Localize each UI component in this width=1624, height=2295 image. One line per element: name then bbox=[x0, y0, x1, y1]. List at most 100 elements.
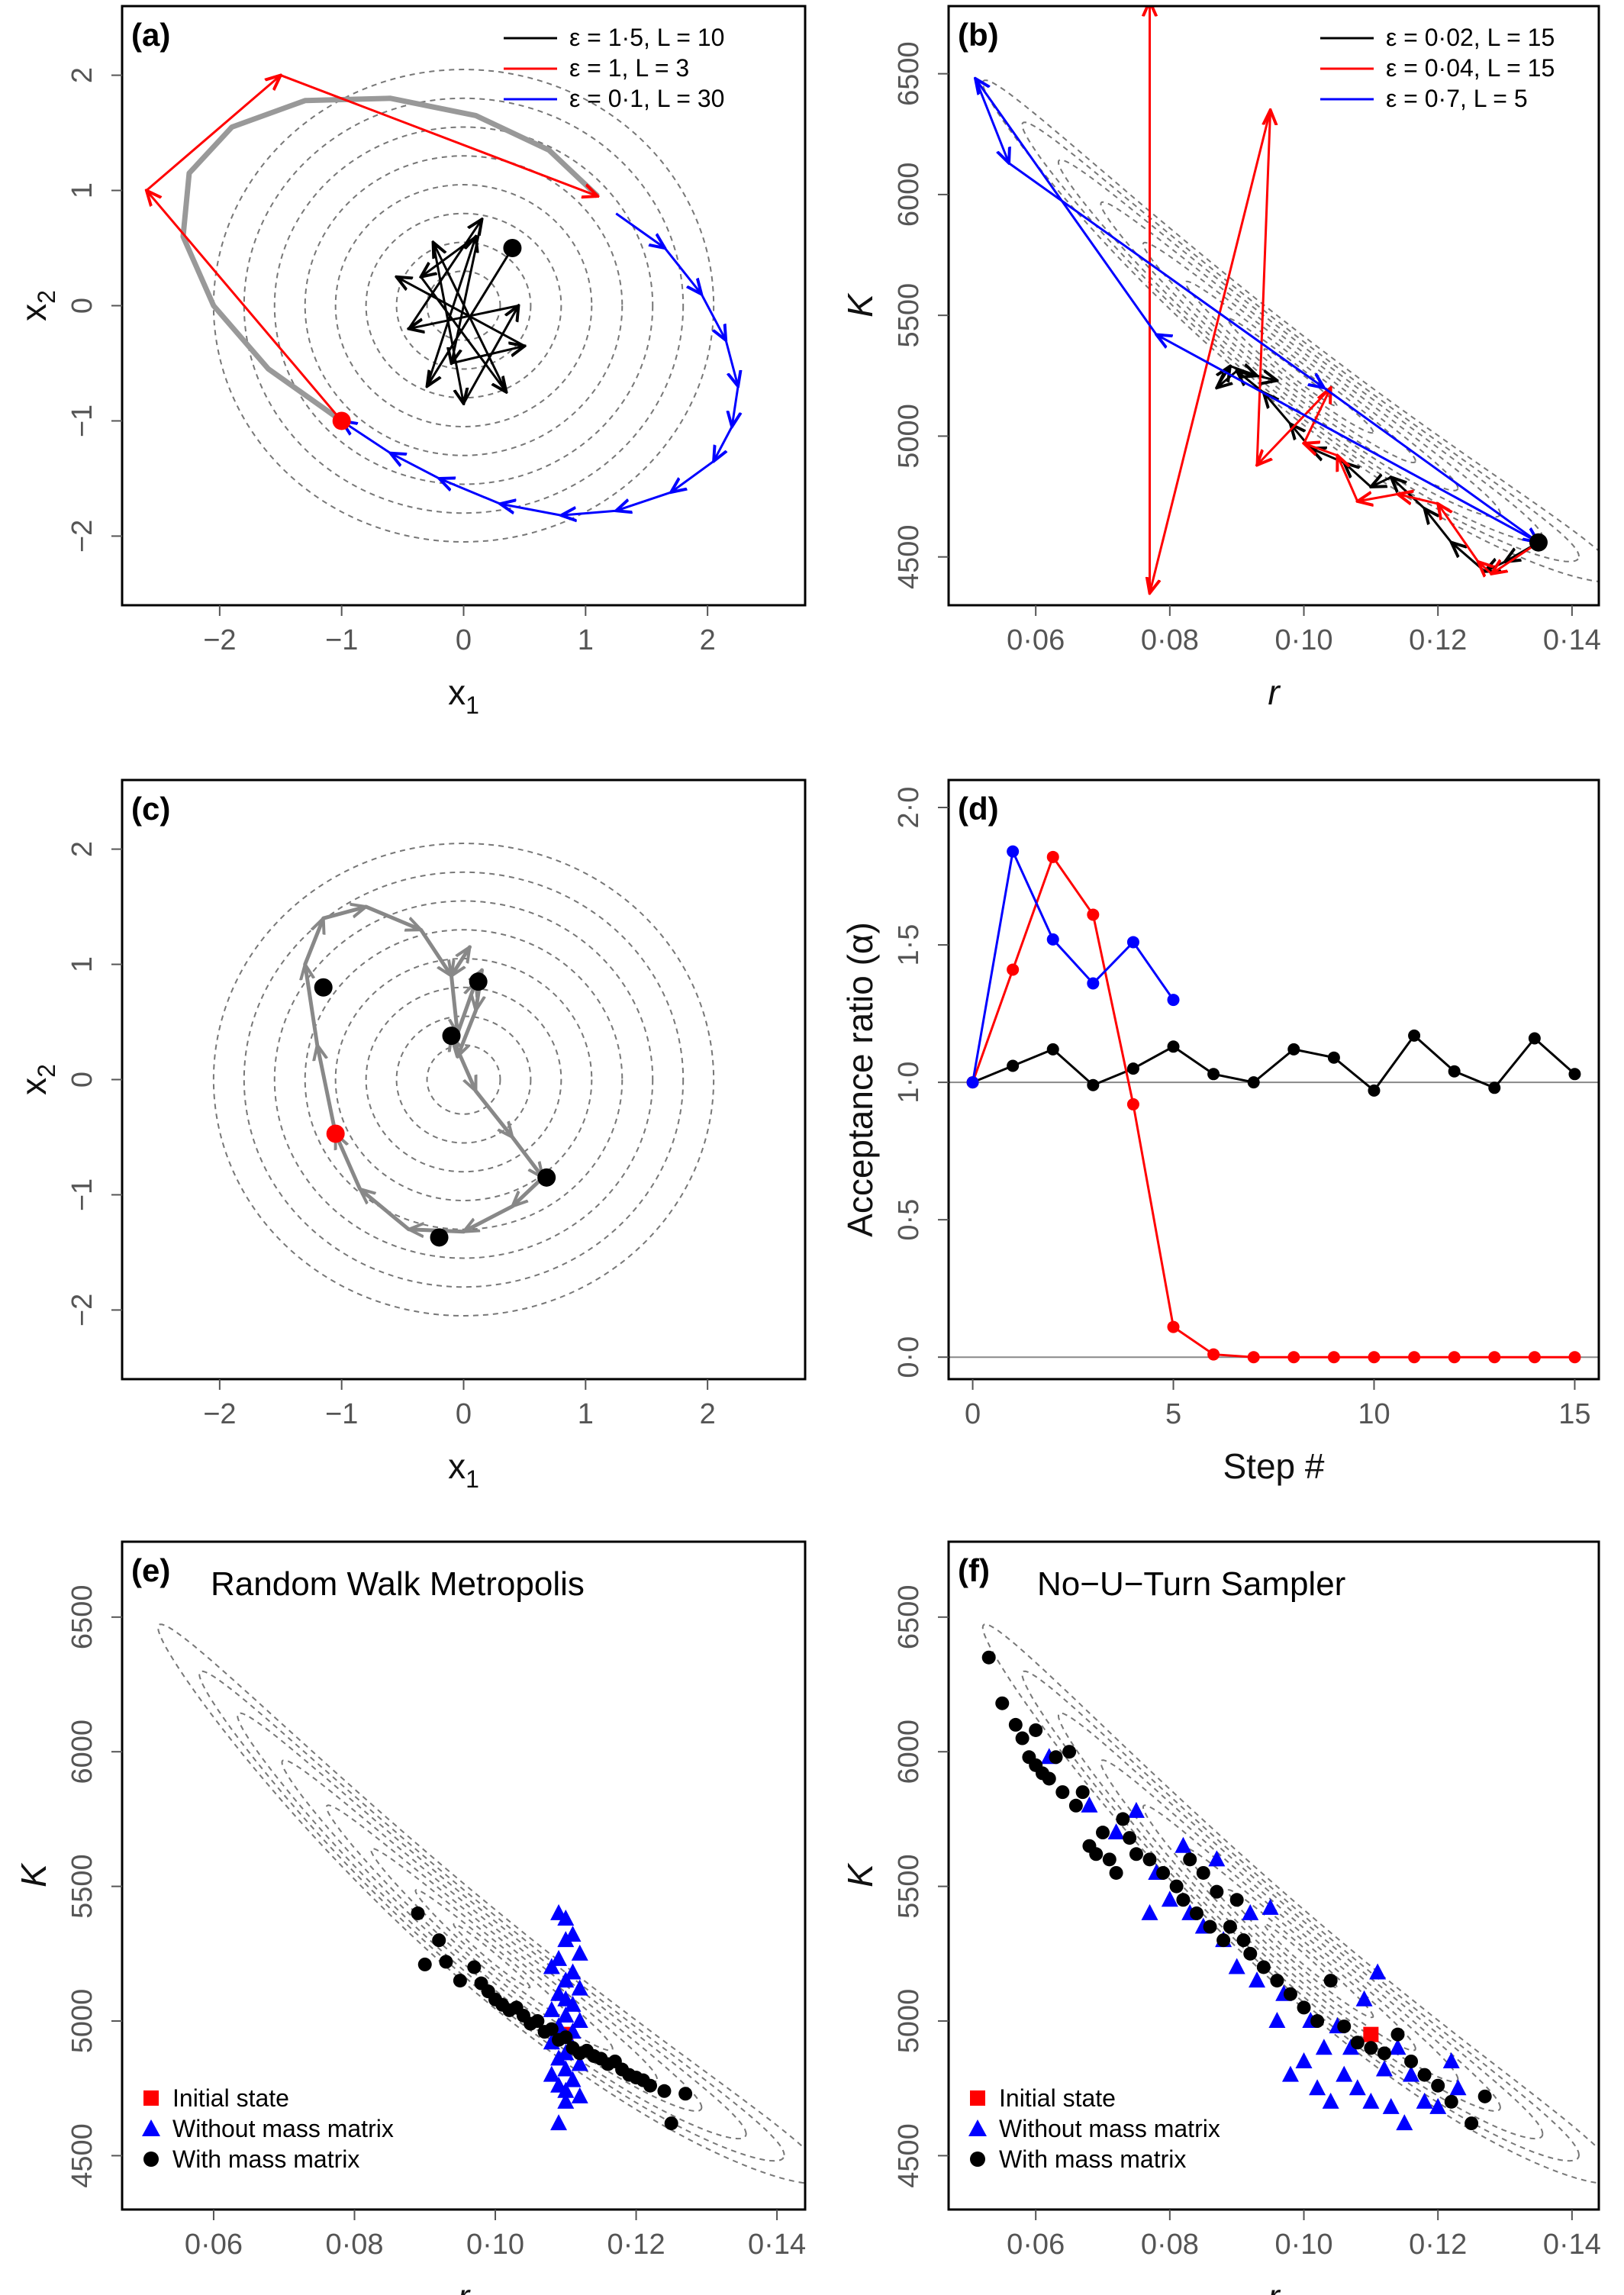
contour-line bbox=[304, 155, 624, 456]
trajectory-step-arrow bbox=[974, 78, 1009, 163]
with-mass-matrix-point bbox=[1297, 2000, 1311, 2015]
trajectory-step-arrow bbox=[1216, 366, 1230, 388]
contour-line bbox=[1142, 1804, 1459, 2083]
x-axis-label: r bbox=[1268, 2277, 1281, 2295]
trajectory-step-arrow bbox=[1478, 562, 1492, 574]
without-mass-matrix-point bbox=[1107, 1823, 1125, 1840]
legend-triangle-marker bbox=[968, 2119, 987, 2136]
y-axis-label: K bbox=[14, 1862, 53, 1887]
contour-line bbox=[243, 97, 685, 514]
contour-line bbox=[198, 1670, 785, 2162]
y-tick-label: 1·5 bbox=[893, 924, 925, 966]
with-mass-matrix-point bbox=[1243, 1946, 1258, 1961]
without-mass-matrix-point bbox=[1322, 2092, 1339, 2109]
y-axis-label: Acceptance ratio (α) bbox=[840, 922, 880, 1237]
series-2 bbox=[411, 1906, 693, 2131]
x-axis-label-main: r bbox=[1268, 2277, 1281, 2295]
y-axis-label-main: x bbox=[14, 304, 53, 321]
contour-line bbox=[243, 871, 685, 1288]
trajectory-step-arrow bbox=[975, 79, 1158, 336]
series-line bbox=[972, 854, 1575, 1359]
x-tick-label: 0·08 bbox=[325, 2229, 383, 2261]
series-0 bbox=[966, 1029, 1581, 1097]
plot-area bbox=[156, 1623, 805, 2184]
x-tick-label: −2 bbox=[203, 1398, 236, 1430]
with-mass-matrix-point bbox=[1029, 1723, 1043, 1737]
plot-area bbox=[212, 843, 715, 1317]
x-axis-label-subscript: 1 bbox=[466, 1465, 479, 1493]
x-axis-label-main: r bbox=[1268, 672, 1281, 712]
trajectory-arrow bbox=[419, 929, 452, 975]
y-tick-label: 5000 bbox=[893, 404, 925, 469]
trajectory-step-arrow bbox=[1008, 162, 1324, 388]
plot-frame bbox=[947, 5, 1600, 607]
trajectory-step-arrow bbox=[145, 76, 281, 192]
without-mass-matrix-point bbox=[557, 2081, 575, 2098]
trajectory-line bbox=[303, 904, 545, 1234]
legend-label: Without mass matrix bbox=[172, 2115, 394, 2142]
x-tick-label: 0 bbox=[456, 1398, 472, 1430]
series-point bbox=[1408, 1029, 1421, 1042]
x-tick-label: 0·10 bbox=[1274, 624, 1332, 656]
without-mass-matrix-point bbox=[1449, 2079, 1467, 2096]
plot-frame bbox=[947, 1540, 1600, 2211]
y-tick-label: 6500 bbox=[893, 41, 925, 106]
trajectory-step-arrow bbox=[1371, 477, 1392, 487]
without-mass-matrix-point bbox=[1281, 2065, 1299, 2082]
without-mass-matrix-point bbox=[550, 1949, 568, 1966]
x-tick-label: 0·12 bbox=[607, 2229, 665, 2261]
with-mass-matrix-point bbox=[643, 2078, 658, 2093]
without-mass-matrix-point bbox=[1348, 2079, 1366, 2096]
trajectory-step-arrow bbox=[724, 340, 738, 386]
y-tick-label: 4500 bbox=[893, 2123, 925, 2188]
series-point bbox=[1167, 1320, 1180, 1333]
without-mass-matrix-point bbox=[1295, 2052, 1313, 2068]
legend-label: With mass matrix bbox=[172, 2145, 359, 2173]
trajectory-step-arrow bbox=[1150, 109, 1272, 593]
panel-label: (a) bbox=[131, 17, 170, 53]
y-tick-label: 6500 bbox=[66, 1585, 98, 1650]
with-mass-matrix-point bbox=[453, 1974, 467, 1988]
x-axis-label-main: r bbox=[458, 2277, 471, 2295]
plot-area bbox=[974, 6, 1599, 594]
legend-label: Initial state bbox=[172, 2084, 289, 2112]
x-tick-label: 0·06 bbox=[1007, 624, 1065, 656]
trajectory-step-arrow bbox=[615, 212, 665, 248]
without-mass-matrix-point bbox=[1262, 1898, 1279, 1915]
y-axis-label: K bbox=[840, 1862, 880, 1887]
x-tick-label: 0·10 bbox=[1274, 2229, 1332, 2261]
series-point bbox=[1007, 845, 1020, 858]
y-axis-label: x2 bbox=[14, 1064, 60, 1095]
without-mass-matrix-point bbox=[571, 1944, 588, 1961]
x-tick-label: 5 bbox=[1165, 1398, 1181, 1430]
without-mass-matrix-point bbox=[557, 1931, 575, 1948]
series-2 bbox=[981, 1650, 1492, 2131]
contour-line bbox=[453, 1923, 531, 1989]
y-axis-label-main: Acceptance ratio (α) bbox=[840, 922, 880, 1237]
y-axis-label-main: K bbox=[14, 1862, 53, 1887]
state-point bbox=[326, 1124, 345, 1143]
y-tick-label: −2 bbox=[66, 520, 98, 553]
with-mass-matrix-point bbox=[1270, 1974, 1284, 1988]
trajectory-step-arrow bbox=[451, 346, 525, 365]
trajectory-step-arrow bbox=[426, 237, 476, 387]
with-mass-matrix-point bbox=[1404, 2054, 1419, 2068]
trajectory-arrow bbox=[365, 905, 421, 930]
trajectory-step-arrow bbox=[397, 277, 526, 347]
series-point bbox=[1568, 1351, 1581, 1364]
series-1 bbox=[966, 850, 1581, 1364]
with-mass-matrix-point bbox=[1283, 1987, 1297, 2001]
without-mass-matrix-point bbox=[543, 1958, 560, 1974]
y-tick-label: 6000 bbox=[66, 1720, 98, 1784]
series-point bbox=[1167, 1040, 1180, 1053]
y-axis-label: x2 bbox=[14, 290, 60, 321]
x-tick-label: 0·06 bbox=[1007, 2229, 1065, 2261]
series-point bbox=[1287, 1351, 1300, 1364]
plot-area bbox=[949, 845, 1599, 1364]
without-mass-matrix-point bbox=[564, 1995, 582, 2012]
y-axis-label: K bbox=[840, 292, 880, 317]
with-mass-matrix-point bbox=[1196, 1865, 1210, 1880]
with-mass-matrix-point bbox=[1096, 1826, 1110, 1840]
panel-label: (f) bbox=[958, 1552, 990, 1588]
contour-line bbox=[426, 270, 501, 341]
